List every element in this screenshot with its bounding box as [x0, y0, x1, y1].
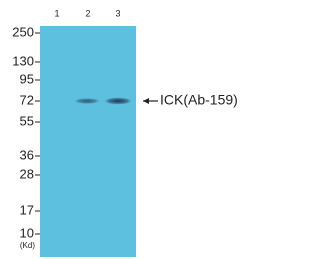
marker-label: 28	[20, 166, 34, 181]
marker-label: 17	[20, 202, 34, 217]
marker-label: 95	[20, 71, 34, 86]
marker-ladder: 250 130 95 72 55 36 28 17 10	[12, 24, 40, 240]
western-blot: 1 2 3 250 130 95 72 55 36 28 17 10 (Kd) ICK(Ab-1…	[0, 0, 256, 260]
membrane	[40, 26, 136, 257]
marker-label: 55	[20, 113, 34, 128]
band-lane-3	[104, 97, 132, 104]
target-label: ICK(Ab-159)	[160, 92, 238, 108]
marker-label: 36	[20, 147, 34, 162]
marker-label: 72	[20, 92, 34, 107]
page: {"lanes": ["1", "2", "3"], "markers": ["…	[0, 0, 256, 260]
lane-label: 2	[85, 8, 90, 18]
band-lane-2	[74, 98, 100, 104]
marker-label: 250	[12, 24, 34, 39]
lane-label: 1	[54, 8, 59, 18]
marker-label: 10	[20, 225, 34, 240]
lane-label: 3	[115, 8, 120, 18]
marker-label: 130	[12, 53, 34, 68]
unit-label: (Kd)	[20, 241, 35, 250]
arrow-head	[143, 98, 149, 104]
body: 1 2 3 250 130 95 72 55 36 28 17 10 (Kd) ICK(Ab-1…	[0, 0, 256, 260]
